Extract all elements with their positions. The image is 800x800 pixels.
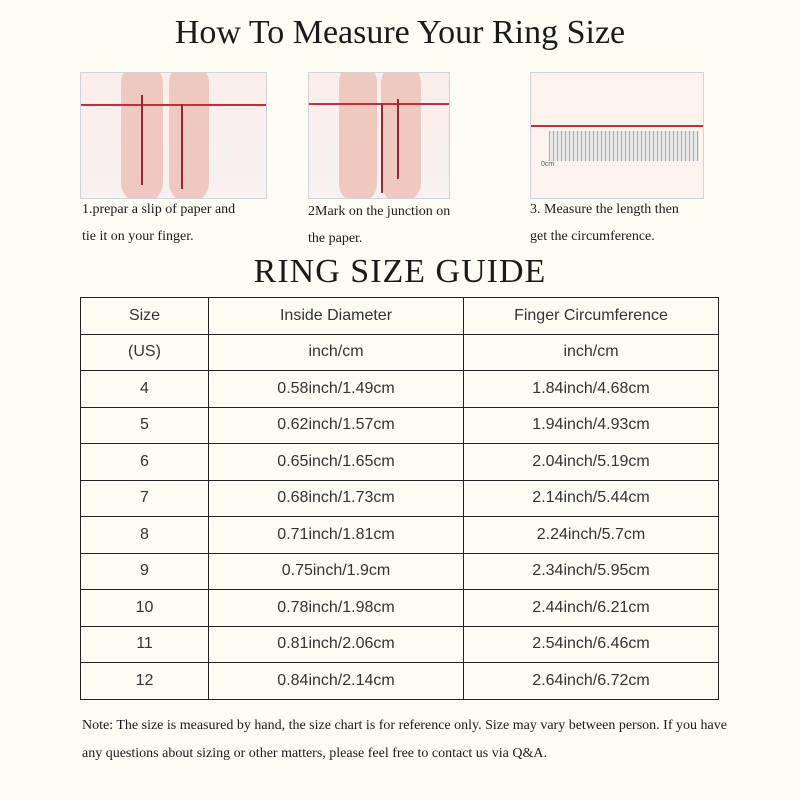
table-cell: 0.65inch/1.65cm xyxy=(208,443,464,481)
unit-cell: inch/cm xyxy=(463,333,719,371)
header-cell: Size xyxy=(80,297,209,335)
table-cell: 0.75inch/1.9cm xyxy=(208,552,464,590)
table-row: 5 0.62inch/1.57cm 1.94inch/4.93cm xyxy=(80,406,719,444)
step-3-caption: 3. Measure the length then get the circum… xyxy=(530,202,679,244)
table-row: 6 0.65inch/1.65cm 2.04inch/5.19cm xyxy=(80,443,719,481)
table-cell: 0.58inch/1.49cm xyxy=(208,370,464,408)
table-cell: 1.94inch/4.93cm xyxy=(463,406,719,444)
table-cell: 7 xyxy=(80,479,209,517)
step-1-caption: 1.prepar a slip of paper and tie it on yo… xyxy=(82,202,236,244)
table-cell: 9 xyxy=(80,552,209,590)
table-cell: 2.64inch/6.72cm xyxy=(463,662,719,700)
table-cell: 4 xyxy=(80,370,209,408)
table-cell: 12 xyxy=(80,662,209,700)
table-row: 12 0.84inch/2.14cm 2.64inch/6.72cm xyxy=(80,662,719,700)
table-row: 9 0.75inch/1.9cm 2.34inch/5.95cm xyxy=(80,552,719,590)
table-cell: 2.54inch/6.46cm xyxy=(463,625,719,663)
table-cell: 2.14inch/5.44cm xyxy=(463,479,719,517)
step-2-caption: 2Mark on the junction on the paper. xyxy=(308,204,451,246)
step-1-image xyxy=(80,72,267,199)
table-cell: 6 xyxy=(80,443,209,481)
step-2-image xyxy=(308,72,450,199)
table-cell: 11 xyxy=(80,625,209,663)
table-row: 8 0.71inch/1.81cm 2.24inch/5.7cm xyxy=(80,516,719,554)
header-cell: Finger Circumference xyxy=(463,297,719,335)
header-cell: Inside Diameter xyxy=(208,297,464,335)
table-row: 11 0.81inch/2.06cm 2.54inch/6.46cm xyxy=(80,625,719,663)
page-title: How To Measure Your Ring Size xyxy=(174,14,626,51)
table-cell: 0.62inch/1.57cm xyxy=(208,406,464,444)
unit-cell: (US) xyxy=(80,333,209,371)
table-cell: 0.78inch/1.98cm xyxy=(208,589,464,627)
ruler-label: 0cm xyxy=(541,161,555,168)
table-cell: 0.68inch/1.73cm xyxy=(208,479,464,517)
table-row: 7 0.68inch/1.73cm 2.14inch/5.44cm xyxy=(80,479,719,517)
table-row: 4 0.58inch/1.49cm 1.84inch/4.68cm xyxy=(80,370,719,408)
step-3-image: 0cm xyxy=(530,72,704,199)
guide-title: RING SIZE GUIDE xyxy=(253,253,547,290)
ring-size-table: Size Inside Diameter Finger Circumferenc… xyxy=(80,297,719,700)
table-cell: 1.84inch/4.68cm xyxy=(463,370,719,408)
table-cell: 0.71inch/1.81cm xyxy=(208,516,464,554)
table-cell: 8 xyxy=(80,516,209,554)
table-cell: 2.24inch/5.7cm xyxy=(463,516,719,554)
table-row: 10 0.78inch/1.98cm 2.44inch/6.21cm xyxy=(80,589,719,627)
units-row: (US) inch/cm inch/cm xyxy=(80,333,719,371)
table-cell: 0.81inch/2.06cm xyxy=(208,625,464,663)
ruler xyxy=(549,131,699,161)
table-cell: 5 xyxy=(80,406,209,444)
table-cell: 2.04inch/5.19cm xyxy=(463,443,719,481)
note-text: Note: The size is measured by hand, the … xyxy=(82,718,727,761)
table-cell: 2.34inch/5.95cm xyxy=(463,552,719,590)
unit-cell: inch/cm xyxy=(208,333,464,371)
table-cell: 2.44inch/6.21cm xyxy=(463,589,719,627)
table-cell: 10 xyxy=(80,589,209,627)
table-cell: 0.84inch/2.14cm xyxy=(208,662,464,700)
header-row: Size Inside Diameter Finger Circumferenc… xyxy=(80,297,719,335)
